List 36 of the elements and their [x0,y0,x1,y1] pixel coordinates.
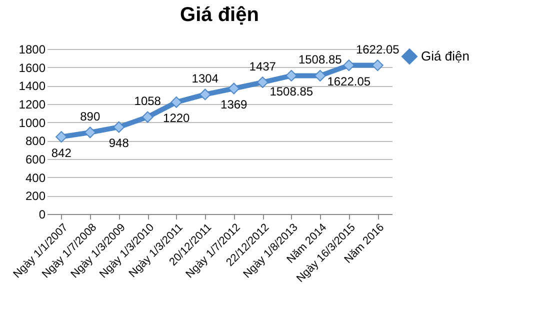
y-tick-label: 1600 [18,60,46,75]
point [170,96,182,108]
y-tick-label: 600 [25,152,46,166]
y-tick-label: 0 [38,208,46,222]
data-label: 1508.85 [270,84,314,99]
legend-label: Giá điện [421,48,470,64]
point [113,121,125,133]
point [228,82,240,94]
data-label: 1369 [220,98,248,112]
chart-title: Giá điện [180,4,259,26]
point [256,76,268,88]
point [286,70,298,82]
data-label: 1622.05 [327,74,371,88]
y-tick-label: 200 [25,189,46,204]
point [372,60,384,72]
data-label: 1437 [249,59,276,74]
data-label: 1508.85 [298,52,342,67]
data-label: 842 [51,146,72,160]
data-label: 1058 [134,94,162,108]
point [84,126,96,138]
data-label: 890 [80,109,100,124]
y-tick-label: 1800 [18,42,46,56]
y-tick-label: 1000 [18,116,46,130]
data-label: 948 [108,136,130,150]
y-tick-label: 800 [25,134,46,148]
point [314,70,326,82]
y-tick-label: 400 [25,170,46,185]
point [56,131,68,143]
y-tick-label: 1400 [18,79,46,94]
data-label: 1304 [192,71,219,86]
point [199,88,211,100]
data-label: 1220 [163,111,190,126]
point [142,111,154,123]
y-tick-label: 1200 [18,98,46,112]
data-label: 1622.05 [356,42,400,56]
point [343,60,355,72]
